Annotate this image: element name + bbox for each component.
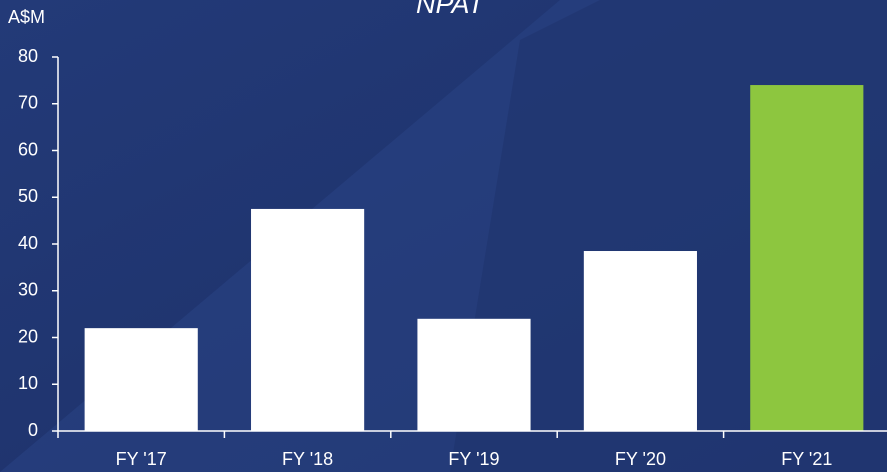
x-tick-label: FY '20 <box>615 449 666 469</box>
x-tick-label: FY '17 <box>116 449 167 469</box>
bar <box>750 85 864 432</box>
y-tick-label: 20 <box>18 326 38 346</box>
y-tick-label: 80 <box>18 46 38 66</box>
y-tick-label: 30 <box>18 280 38 300</box>
bar <box>583 251 697 431</box>
chart-title: NPAT <box>416 0 487 19</box>
y-tick-label: 70 <box>18 93 38 113</box>
y-tick-label: 50 <box>18 186 38 206</box>
bar <box>417 318 531 431</box>
y-tick-label: 60 <box>18 139 38 159</box>
y-tick-label: 0 <box>28 420 38 440</box>
x-tick-label: FY '18 <box>282 449 333 469</box>
x-tick-label: FY '19 <box>448 449 499 469</box>
y-tick-label: 10 <box>18 373 38 393</box>
bar <box>84 328 198 431</box>
x-tick-label: FY '21 <box>781 449 832 469</box>
bar <box>251 208 365 431</box>
y-axis-label: A$M <box>8 7 45 27</box>
y-tick-label: 40 <box>18 233 38 253</box>
